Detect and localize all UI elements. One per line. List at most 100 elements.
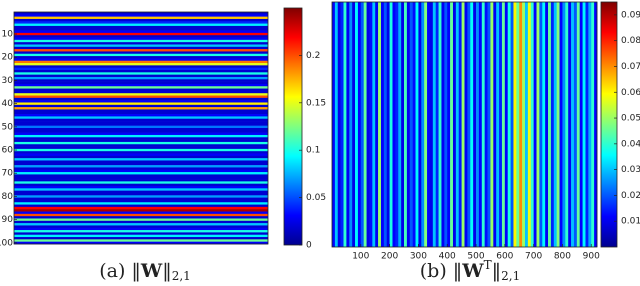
heat-column xyxy=(550,2,555,247)
heat-column xyxy=(556,2,560,247)
heat-column xyxy=(363,2,367,247)
y-tick-label: 100 xyxy=(0,238,13,248)
heat-row xyxy=(14,195,268,198)
heat-column xyxy=(582,2,586,247)
heat-column xyxy=(398,2,402,247)
x-tick-label: 900 xyxy=(583,252,600,262)
heat-column xyxy=(458,2,462,247)
heat-row xyxy=(14,42,268,45)
colorbar-tick-label: 0.04 xyxy=(621,139,640,149)
x-tick-label: 800 xyxy=(554,252,571,262)
heat-row xyxy=(14,53,268,57)
heat-column xyxy=(383,2,388,247)
x-tick-label: 300 xyxy=(410,252,427,262)
heat-column xyxy=(487,2,491,247)
heat-row xyxy=(14,237,268,240)
y-tick-label: 90 xyxy=(2,215,14,225)
heat-row xyxy=(14,123,268,126)
heat-row xyxy=(14,18,268,22)
heat-row xyxy=(14,12,268,15)
heat-row xyxy=(14,169,268,173)
heat-row xyxy=(14,83,268,87)
heat-row xyxy=(14,49,268,52)
heat-column xyxy=(522,2,526,247)
heat-column xyxy=(447,2,451,247)
heat-row xyxy=(14,132,268,136)
heat-column xyxy=(484,2,488,247)
caption: (a) ‖W‖2,1 xyxy=(99,260,191,283)
heat-column xyxy=(427,2,431,247)
heat-column xyxy=(352,2,356,247)
heat-column xyxy=(571,2,575,247)
heat-row xyxy=(14,56,268,59)
heat-column xyxy=(389,2,393,247)
y-tick-label: 50 xyxy=(2,122,14,132)
caption-part: 2,1 xyxy=(501,269,520,283)
heat-column xyxy=(467,2,471,247)
heat-column xyxy=(565,2,569,247)
x-tick-label: 500 xyxy=(467,252,484,262)
heat-column xyxy=(585,2,589,247)
colorbar-tick-label: 0.05 xyxy=(306,193,326,203)
heat-row xyxy=(14,234,268,238)
heat-row xyxy=(14,121,268,124)
heat-row xyxy=(14,114,268,117)
heat-column xyxy=(524,2,529,247)
heat-row xyxy=(14,58,268,62)
heat-column xyxy=(438,2,442,247)
heat-row xyxy=(14,144,268,147)
heat-column xyxy=(461,2,465,247)
heat-column xyxy=(510,2,514,247)
heat-column xyxy=(340,2,344,247)
caption-part: W xyxy=(461,260,484,282)
heat-column xyxy=(536,2,540,247)
heat-row xyxy=(14,139,268,143)
y-tick-label: 80 xyxy=(2,192,14,202)
heat-column xyxy=(406,2,411,247)
heat-column xyxy=(409,2,413,247)
colorbar-tick-label: 0.05 xyxy=(621,114,640,124)
colorbar-tick-label: 0.1 xyxy=(306,146,320,156)
heat-row xyxy=(14,192,268,196)
heat-row xyxy=(14,107,268,110)
heat-column xyxy=(562,2,566,247)
heat-column xyxy=(490,2,494,247)
heat-column xyxy=(418,2,422,247)
heat-column xyxy=(401,2,405,247)
heat-row xyxy=(14,32,268,36)
heat-row xyxy=(14,130,268,133)
heat-column xyxy=(594,2,598,247)
heat-row xyxy=(14,81,268,85)
heat-column xyxy=(470,2,474,247)
heat-column xyxy=(357,2,362,247)
heat-column xyxy=(395,2,399,247)
heat-row xyxy=(14,134,268,138)
colorbar-tick-label: 0.03 xyxy=(621,165,640,175)
heat-row xyxy=(14,63,268,66)
heat-row xyxy=(14,76,268,80)
heat-column xyxy=(432,2,436,247)
heat-row xyxy=(14,79,268,82)
heat-column xyxy=(576,2,581,247)
heat-row xyxy=(14,167,268,171)
heat-column xyxy=(450,2,454,247)
caption-part: T xyxy=(484,258,492,272)
heat-row xyxy=(14,239,268,242)
heat-row xyxy=(14,174,268,178)
heat-column xyxy=(429,2,434,247)
heat-row xyxy=(14,155,268,159)
y-tick-label: 10 xyxy=(2,30,14,40)
heat-row xyxy=(14,16,268,20)
heat-row xyxy=(14,181,268,184)
heat-row xyxy=(14,146,268,150)
heat-row xyxy=(14,118,268,122)
caption-part: ‖ xyxy=(162,260,172,282)
heat-row xyxy=(14,21,268,24)
x-tick-label: 600 xyxy=(496,252,513,262)
heat-row xyxy=(14,232,268,236)
y-tick-label: 20 xyxy=(2,53,14,63)
heat-column xyxy=(478,2,483,247)
heat-column xyxy=(513,2,517,247)
heat-row xyxy=(14,93,268,96)
